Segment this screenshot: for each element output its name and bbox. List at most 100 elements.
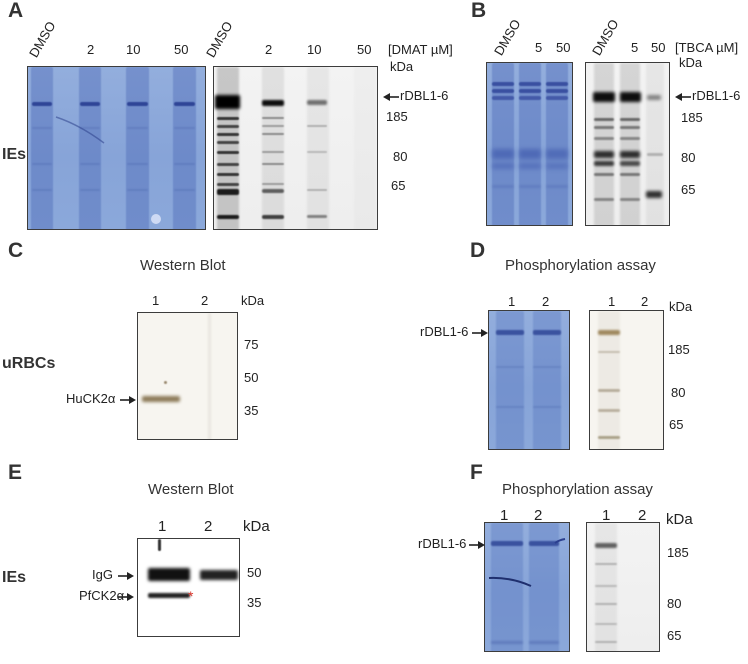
gel-band [595,585,617,587]
marker-80: 80 [393,149,408,164]
lane-label-1: 1 [602,507,611,524]
marker-35: 35 [244,403,259,418]
gel-band [595,603,617,605]
gel-band [492,89,514,93]
gel-band [496,330,524,335]
lane-label-2: 2 [534,507,543,524]
band-label-igg: IgG [92,567,113,582]
panel-title: Phosphorylation assay [505,257,656,274]
gel-band [492,82,514,86]
gel-band [217,151,239,154]
gel-band [217,173,239,176]
gel-band [594,151,614,158]
gel-lane [646,63,664,225]
concentration-unit: [DMAT µM] [388,42,453,57]
gel-band [80,102,100,106]
gel-band [598,436,620,439]
panel-letter-c: C [8,239,24,262]
panel-title: Phosphorylation assay [502,481,653,498]
gel-band [148,593,190,598]
lane-label-2: 2 [204,518,213,535]
gel-band [533,330,561,335]
gel-lane [594,63,614,225]
gel-band [620,92,641,102]
panel-letter-b: B [471,0,487,22]
lane-label-50: 50 [174,42,189,57]
kda-label: kDa [666,511,693,528]
gel-band [307,100,327,105]
marker-75: 75 [244,337,259,352]
panel-letter-a: A [8,0,24,22]
band-label-rdbl1-6: rDBL1-6 [692,88,741,103]
gel-band [594,198,614,201]
gel-band [307,215,327,218]
gel-band [546,185,568,188]
marker-185: 185 [681,110,703,125]
gel-lane [217,67,239,229]
gel-band [80,189,100,191]
coomassie-gel [484,522,570,652]
gel-band [32,163,52,165]
gel-lane [126,67,149,229]
gel-band [32,102,52,106]
gel-band [620,137,640,140]
gel-band [594,118,614,121]
gel-band [519,82,541,86]
gel-band [496,366,524,368]
gel-band [32,127,52,129]
gel-band [307,125,327,127]
autoradiograph [589,310,664,450]
gel-band [598,330,620,335]
gel-lane [529,523,559,651]
gel-band [80,163,100,165]
gel-artifact-line [554,538,566,544]
gel-band [491,541,523,546]
arrow-right-icon [120,396,136,404]
arrow-head [127,572,134,580]
band-label-huck2a: HuCK2α [66,391,116,406]
panel-title: Western Blot [140,257,226,274]
arrow-head [675,93,682,101]
marker-65: 65 [391,178,406,193]
marker-185: 185 [668,342,690,357]
gel-band [492,185,514,188]
band-label-pfck2a: PfCK2α [79,588,125,603]
gel-band [519,96,541,100]
gel-lane [31,67,53,229]
gel-lane [307,67,329,229]
gel-band [620,161,640,166]
gel-band [217,183,239,186]
kda-label: kDa [390,59,414,74]
gel-band [158,539,161,551]
band-label-rdbl1-6: rDBL1-6 [420,324,469,339]
gel-band [148,568,190,581]
gel-band [620,126,640,129]
gel-band [546,82,568,86]
gel-band [217,189,239,195]
gel-band [174,102,195,106]
gel-band [620,198,640,201]
gel-band [595,543,617,548]
marker-65: 65 [681,182,696,197]
kda-label: kDa [241,293,265,308]
arrow-right-icon [472,329,488,337]
lane-label-50: 50 [651,40,666,55]
gel-band [492,149,514,159]
coomassie-gel [486,62,573,226]
gel-band [598,389,620,392]
panel-letter-d: D [470,239,486,262]
gel-band [546,149,568,159]
gel-lane [491,523,523,651]
gel-band [262,189,284,193]
lane-label-1: 1 [152,293,160,308]
gel-band [647,153,663,156]
gel-artifact [488,538,566,587]
lane-label-dmso: DMSO [491,16,524,58]
gel-band [595,623,617,625]
gel-band [620,151,640,158]
gel-band [262,133,284,135]
gel-band [174,163,195,165]
gel-artifact-line [488,576,532,587]
gel-band [594,173,614,176]
gel-lane [492,63,514,225]
